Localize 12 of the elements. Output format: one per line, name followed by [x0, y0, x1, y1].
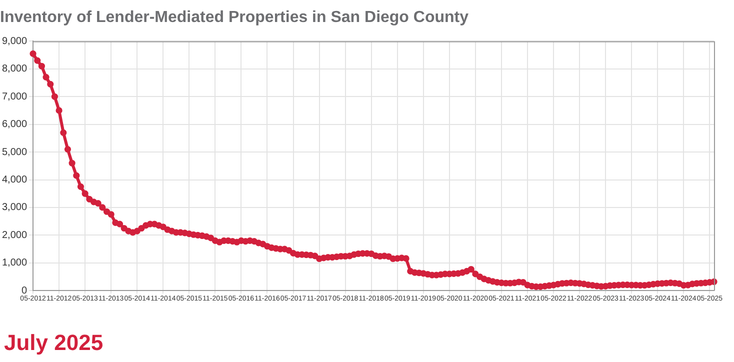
y-tick-label: 3,000 [2, 202, 28, 214]
y-tick-label: 9,000 [2, 36, 28, 47]
chart-title: Inventory of Lender-Mediated Properties in San Diego County [0, 9, 469, 26]
y-tick-label: 6,000 [2, 119, 28, 130]
y-tick-label: 7,000 [2, 91, 28, 102]
y-tick-label: 4,000 [2, 174, 28, 186]
y-tick-label: 5,000 [2, 146, 28, 158]
y-tick-label: 0 [21, 285, 28, 296]
y-tick-label: 8,000 [2, 64, 28, 75]
y-tick-label: 1,000 [2, 258, 28, 269]
y-tick-label: 2,000 [2, 230, 28, 241]
text: July 2025 [4, 330, 104, 355]
